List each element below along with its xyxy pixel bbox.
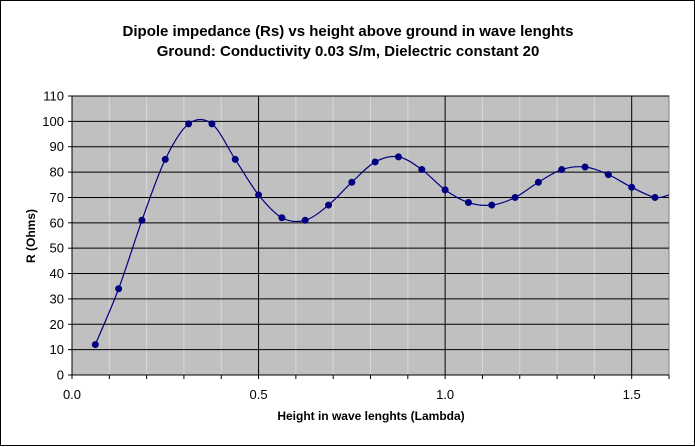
data-point [651, 193, 659, 201]
data-point [91, 341, 99, 349]
y-tick-label: 10 [50, 342, 64, 357]
tick-layer: 0 10 20 30 40 50 60 70 80 90 100 110 0.0 0.5 1.0 1.5 [42, 89, 670, 402]
data-point [348, 178, 356, 186]
data-point [441, 186, 449, 194]
data-point [185, 120, 193, 128]
y-tick-label: 50 [50, 241, 64, 256]
y-tick-label: 90 [50, 139, 64, 154]
x-tick-label: 0.5 [250, 387, 268, 402]
y-tick-label: 80 [50, 165, 64, 180]
data-point [208, 120, 216, 128]
data-point [581, 163, 589, 171]
y-tick-label: 100 [42, 114, 64, 129]
data-point [231, 155, 239, 163]
data-point [301, 216, 309, 224]
data-point [511, 193, 519, 201]
y-tick-label: 110 [43, 89, 64, 104]
chart-title: Dipole impedance (Rs) vs height above gr… [123, 23, 574, 40]
y-tick-label: 20 [50, 317, 64, 332]
y-axis-label: R (Ohms) [24, 209, 38, 263]
x-tick-label: 0.0 [63, 387, 81, 402]
data-point [255, 191, 263, 199]
x-tick-label: 1.0 [436, 387, 454, 402]
data-point [628, 183, 636, 191]
data-point [394, 153, 402, 161]
y-tick-label: 70 [50, 190, 64, 205]
series-layer [91, 118, 670, 349]
chart-subtitle: Ground: Conductivity 0.03 S/m, Dielectri… [157, 43, 540, 60]
data-point [418, 166, 426, 174]
y-tick-label: 40 [50, 266, 64, 281]
x-tick-label: 1.5 [623, 387, 641, 402]
x-axis-label: Height in wave lenghts (Lambda) [277, 409, 464, 423]
data-point [325, 201, 333, 209]
data-point [278, 214, 286, 222]
y-tick-label: 30 [50, 291, 64, 306]
data-point [604, 171, 612, 179]
data-point [534, 178, 542, 186]
data-point [558, 166, 566, 174]
y-tick-label: 60 [50, 215, 64, 230]
data-point [161, 155, 169, 163]
data-point [488, 201, 496, 209]
data-point [115, 285, 123, 293]
data-point [464, 199, 472, 207]
grid-layer [71, 95, 669, 376]
data-point [371, 158, 379, 166]
data-point [138, 216, 146, 224]
y-tick-label: 0 [57, 368, 64, 383]
